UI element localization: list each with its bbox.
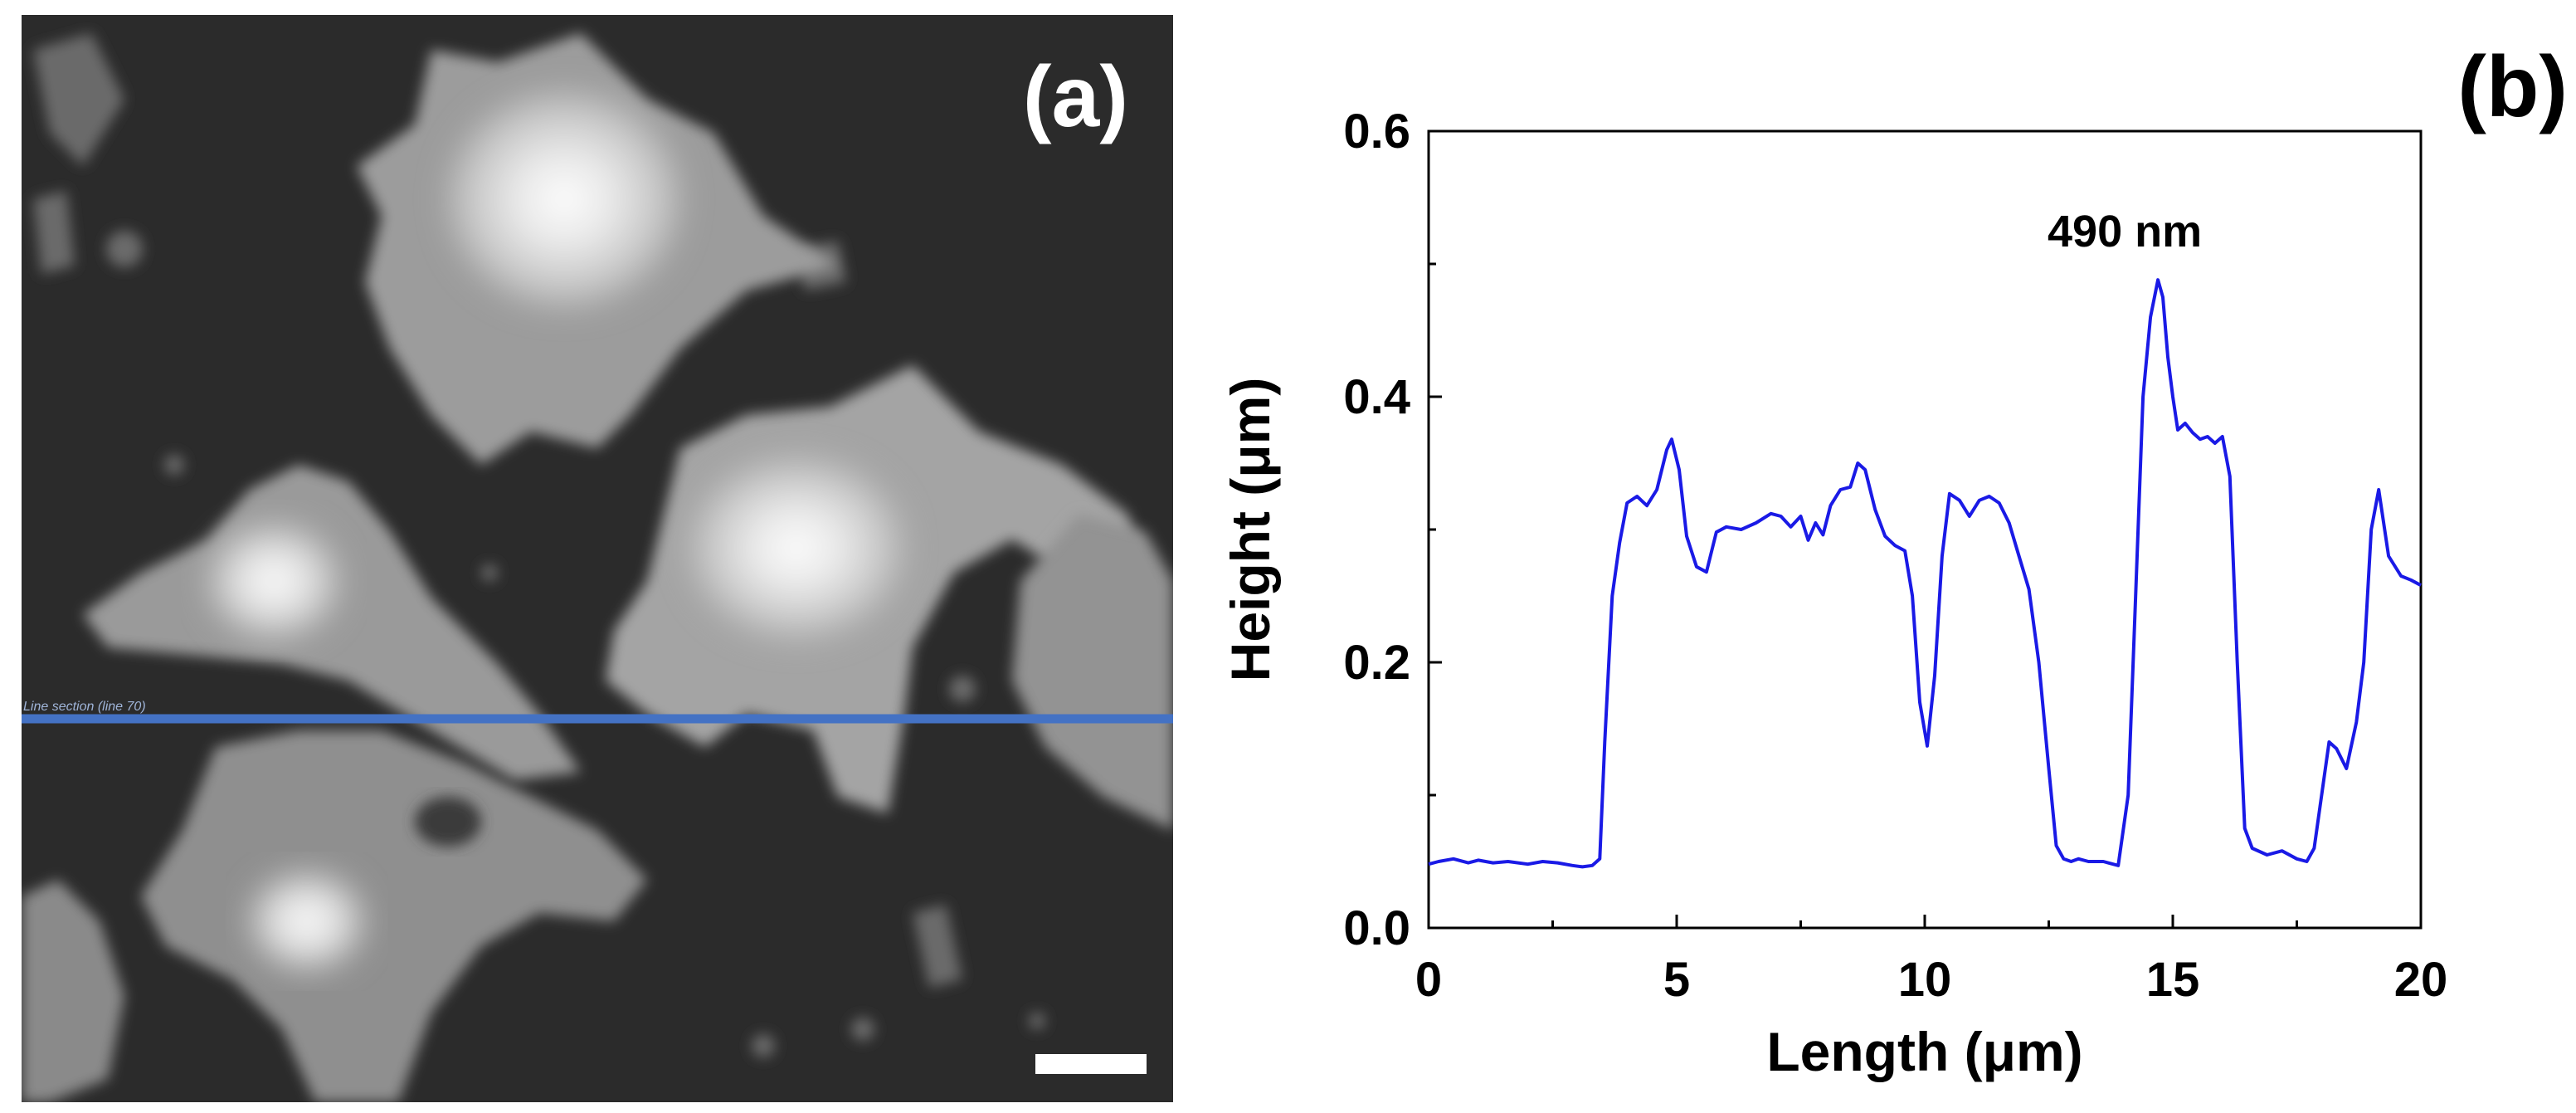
line-profile-chart: 0.0 0.2 0.4 0.6 0 5 10 15 20 490 nm Length (μm)… — [1220, 105, 2447, 1082]
y-tick-label: 0.2 — [1343, 636, 1410, 690]
panel-a: Line section (line 70) (a) — [22, 15, 1173, 1102]
x-tick-label: 5 — [1663, 953, 1690, 1007]
x-axis: 0 5 10 15 20 — [1415, 915, 2447, 1007]
x-tick-label: 0 — [1415, 953, 1442, 1007]
height-profile-line — [1428, 278, 2422, 869]
y-axis: 0.0 0.2 0.4 0.6 — [1343, 105, 1442, 955]
x-tick-label: 10 — [1898, 953, 1952, 1007]
x-tick-label: 15 — [2146, 953, 2200, 1007]
y-tick-label: 0.4 — [1343, 370, 1410, 424]
panel-b: (b) 0.0 0.2 0.4 0.6 0 5 10 15 20 490 nm Length … — [1220, 39, 2568, 1082]
y-axis-title: Height (μm) — [1220, 378, 1281, 682]
y-tick-label: 0.6 — [1343, 105, 1410, 159]
scale-bar — [1035, 1054, 1147, 1074]
line-section-label: Line section (line 70) — [23, 700, 146, 714]
x-axis-title: Length (μm) — [1766, 1021, 2082, 1082]
panel-b-label: (b) — [2457, 39, 2568, 135]
microscopy-image: Line section (line 70) — [22, 33, 1173, 1102]
panel-a-label: (a) — [1023, 49, 1128, 145]
peak-annotation: 490 nm — [2048, 207, 2202, 256]
y-tick-label: 0.0 — [1343, 901, 1410, 955]
plot-frame — [1427, 129, 2423, 930]
x-tick-label: 20 — [2394, 953, 2448, 1007]
